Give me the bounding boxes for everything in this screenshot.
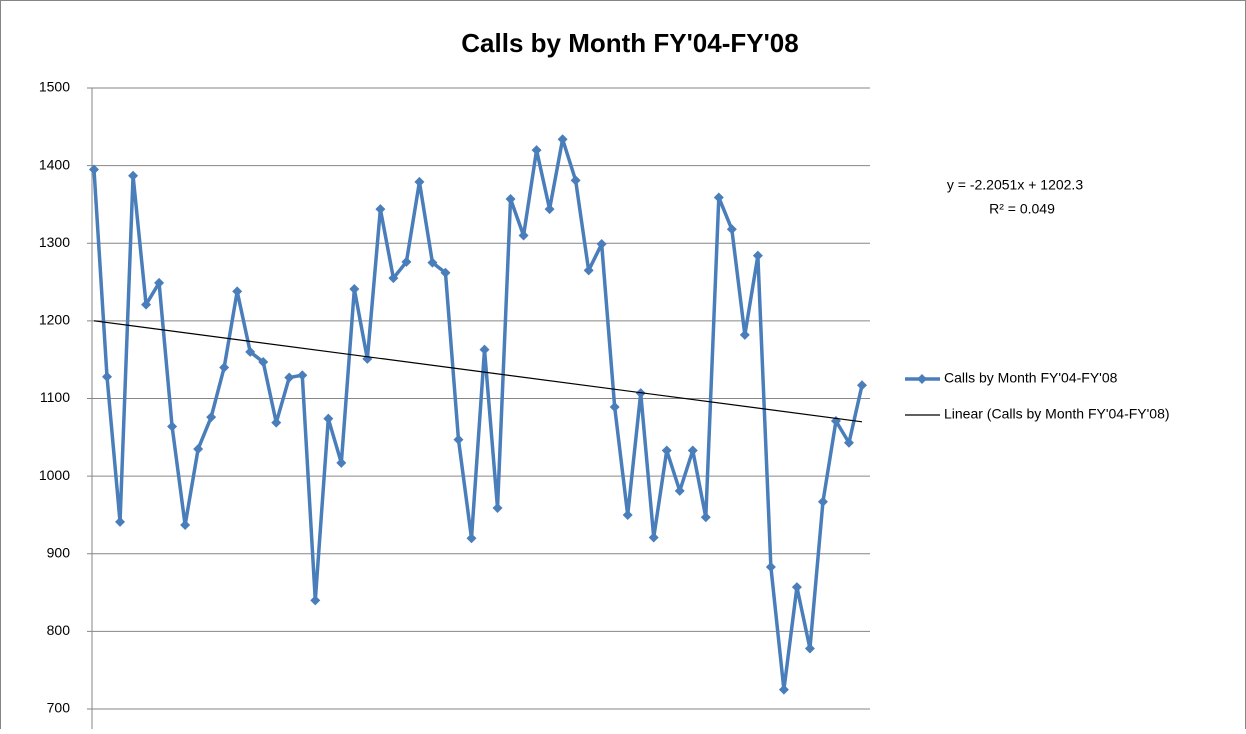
point-marker [596,239,607,250]
trend-r-squared: R² = 0.049 [989,201,1055,217]
point-marker [154,277,165,288]
point-marker [310,595,321,606]
point-marker [479,344,490,355]
point-marker [817,496,828,507]
point-marker [700,512,711,523]
y-tick-label: 1200 [39,312,70,328]
point-marker [89,164,99,175]
point-marker [349,284,360,295]
point-marker [102,371,113,382]
trend-line [93,320,863,423]
chart-title: Calls by Month FY'04-FY'08 [461,28,798,58]
point-marker [440,267,451,278]
point-marker [388,273,399,284]
legend-label: Calls by Month FY'04-FY'08 [944,370,1118,386]
point-marker [752,250,763,261]
point-marker [232,286,243,297]
point-marker [791,582,802,593]
point-marker [271,417,282,428]
point-marker [336,457,347,468]
series-line [92,137,864,692]
point-marker [297,370,308,381]
y-tick-label: 1000 [39,467,70,483]
point-marker [739,329,750,340]
point-marker [206,412,217,423]
legend-label: Linear (Calls by Month FY'04-FY'08) [944,406,1170,422]
y-tick-label: 1100 [40,389,70,405]
point-marker [531,145,542,156]
point-marker [544,204,555,215]
point-marker [427,257,438,268]
point-marker [570,175,581,186]
point-marker [648,532,659,543]
point-marker [193,443,204,454]
legend-marker [917,374,927,384]
point-marker [765,561,776,572]
y-tick-label: 1500 [39,79,70,95]
y-tick-label: 700 [47,700,71,716]
point-marker [492,502,503,513]
point-marker [466,533,477,544]
point-marker [804,643,815,654]
point-marker [284,372,295,383]
point-marker [245,346,256,357]
point-marker [622,509,633,520]
point-marker [843,437,854,448]
point-marker [453,434,464,445]
point-marker [674,485,685,496]
point-marker [557,134,568,145]
point-marker [713,192,724,203]
point-marker [583,265,594,276]
point-marker [518,230,529,241]
point-marker [401,256,412,267]
point-marker [258,357,269,368]
point-marker [726,224,737,235]
y-tick-label: 800 [47,622,71,638]
point-marker [661,445,672,456]
y-tick-label: 1300 [39,234,70,250]
point-marker [505,194,516,205]
point-marker [375,204,386,215]
point-marker [180,520,191,531]
point-marker [687,445,698,456]
point-marker [115,516,126,527]
y-tick-label: 1400 [39,156,70,172]
point-marker [141,299,152,310]
point-marker [128,170,139,181]
point-marker [609,402,620,413]
point-marker [323,413,334,424]
trend-equation: y = -2.2051x + 1202.3 [947,177,1083,193]
point-marker [414,176,425,187]
y-tick-label: 900 [47,544,71,560]
point-marker [167,421,178,432]
point-marker [778,684,789,695]
point-marker [857,380,867,391]
point-marker [219,362,230,373]
